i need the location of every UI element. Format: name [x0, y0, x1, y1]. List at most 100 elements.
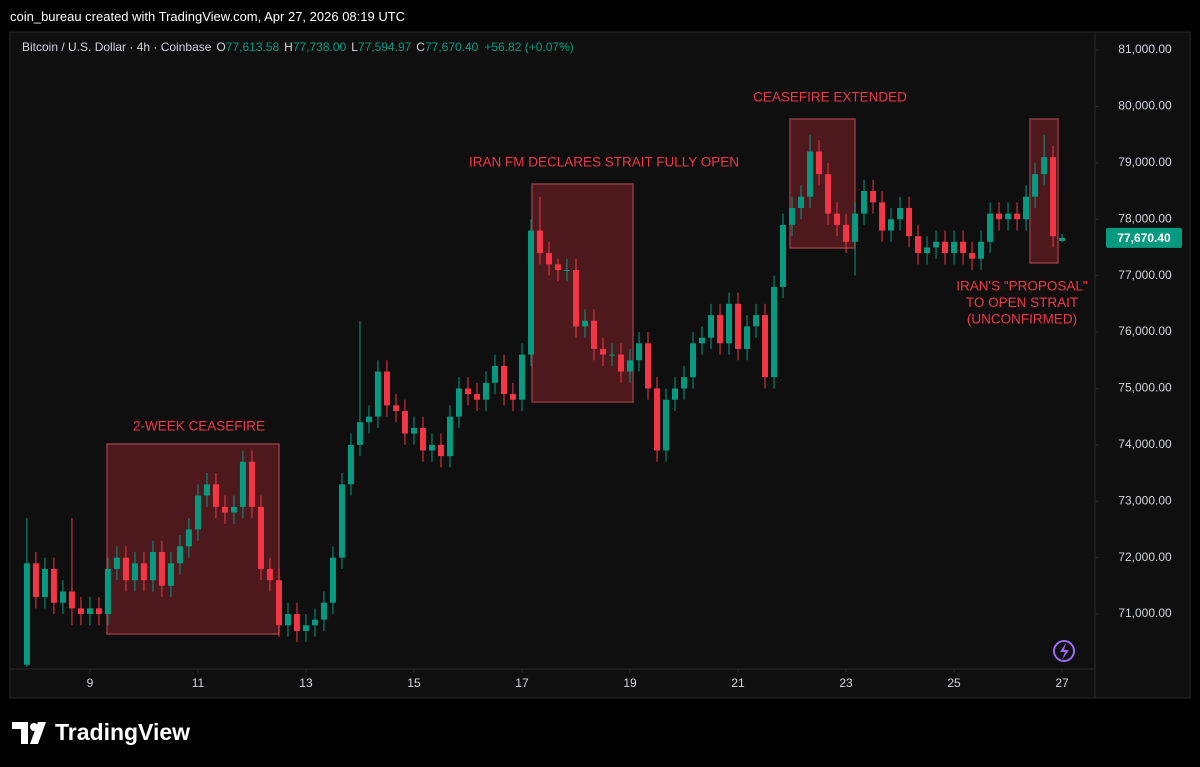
candle-body [609, 354, 616, 356]
annotation-box [531, 183, 634, 403]
candle-body [446, 416, 453, 457]
ohlc-key: O [216, 40, 226, 54]
annotation-text: IRAN FM DECLARES STRAIT FULLY OPEN [469, 155, 739, 170]
y-tick-label: 75,000.00 [1118, 381, 1172, 395]
candle-body [671, 388, 678, 400]
candle-body [176, 546, 183, 564]
candle-body [681, 377, 688, 389]
ohlc-value: 77,738.00 [292, 40, 347, 54]
candle-body [915, 236, 922, 254]
candle-body [437, 444, 444, 457]
candle-body [86, 608, 93, 615]
candle-body [473, 394, 480, 400]
candle-body [275, 580, 282, 626]
candle-body [104, 568, 111, 615]
candle-body [509, 394, 516, 400]
candle-body [924, 247, 931, 254]
candle-body [302, 625, 309, 631]
candle-body [185, 529, 192, 547]
candle-body [41, 568, 48, 598]
annotation-text: (UNCONFIRMED) [967, 312, 1077, 327]
candle-body [780, 224, 787, 287]
candle-body [870, 191, 877, 203]
candle-body [617, 354, 624, 372]
x-tick-label: 23 [839, 676, 853, 690]
ohlc-key: L [351, 40, 358, 54]
last-price-label: 77,670.40 [1117, 231, 1171, 245]
candle-body [32, 563, 39, 598]
candle-body [1032, 174, 1039, 197]
candle-body [644, 343, 651, 389]
x-tick-label: 9 [87, 676, 94, 690]
candle-body [789, 207, 796, 225]
candle-body [338, 484, 345, 558]
candle-body [942, 241, 949, 254]
candle-body [834, 213, 841, 225]
chart-panel [9, 31, 1191, 699]
candle-body [140, 563, 147, 581]
candle-body [771, 286, 778, 378]
candle-body [383, 371, 390, 406]
candle-body [518, 354, 525, 400]
candle-body [906, 207, 913, 237]
candle-body [627, 360, 633, 372]
candle-body [825, 174, 832, 214]
candle-body [1023, 196, 1030, 220]
candle-body [248, 461, 255, 507]
candle-body [536, 230, 543, 254]
candle-body [95, 608, 102, 615]
candle-body [455, 388, 462, 417]
candle-body [798, 196, 805, 208]
x-tick-label: 17 [515, 676, 529, 690]
logo-mark [12, 722, 46, 744]
candle-body [879, 202, 886, 231]
header: coin_bureau created with TradingView.com… [10, 9, 406, 24]
candle-body [284, 614, 291, 626]
candle-body [807, 151, 814, 197]
candle-body [563, 269, 570, 271]
candle-body [50, 568, 57, 603]
candle-body [1005, 213, 1012, 220]
candle-body [293, 614, 300, 631]
brand: TradingView [55, 719, 190, 745]
candle-body [735, 303, 742, 349]
candle-body [365, 416, 372, 423]
candle-body [816, 151, 823, 175]
last-price-tag [1106, 227, 1182, 248]
y-tick-label: 72,000.00 [1118, 550, 1172, 564]
symbol: Bitcoin / U.S. Dollar · 4h · Coinbase [22, 40, 212, 54]
candle-body [852, 213, 859, 242]
candle-body [636, 343, 643, 361]
y-tick-label: 78,000.00 [1118, 211, 1172, 225]
x-tick-label: 25 [947, 676, 961, 690]
candle-body [149, 551, 156, 581]
candle-body [464, 388, 471, 395]
candle-body [528, 230, 535, 355]
annotation-text: IRAN'S "PROPOSAL" [956, 279, 1088, 294]
logo-dot [30, 723, 38, 731]
ohlc-value: 77,613.58 [225, 40, 280, 54]
candle-body [1050, 157, 1057, 237]
y-tick-label: 79,000.00 [1118, 155, 1172, 169]
candle-body [762, 315, 769, 378]
candle-body [68, 591, 75, 609]
y-tick-label: 81,000.00 [1118, 42, 1172, 56]
candle-body [374, 371, 381, 417]
candle-body [59, 591, 66, 603]
y-tick-label: 76,000.00 [1118, 324, 1172, 338]
icon-bolt [1060, 643, 1069, 660]
x-tick-label: 11 [192, 676, 205, 690]
candle-body [77, 608, 84, 615]
candle-body [590, 320, 597, 349]
candle-body [969, 253, 976, 259]
candle-body [1041, 157, 1048, 175]
candle-body [491, 365, 498, 383]
candle-body [717, 315, 724, 344]
candle-body [888, 219, 895, 231]
candle-body [861, 191, 868, 214]
candle-body [690, 343, 697, 378]
candle-body [572, 269, 579, 327]
candle-body [545, 253, 552, 265]
candle-body [663, 399, 670, 451]
